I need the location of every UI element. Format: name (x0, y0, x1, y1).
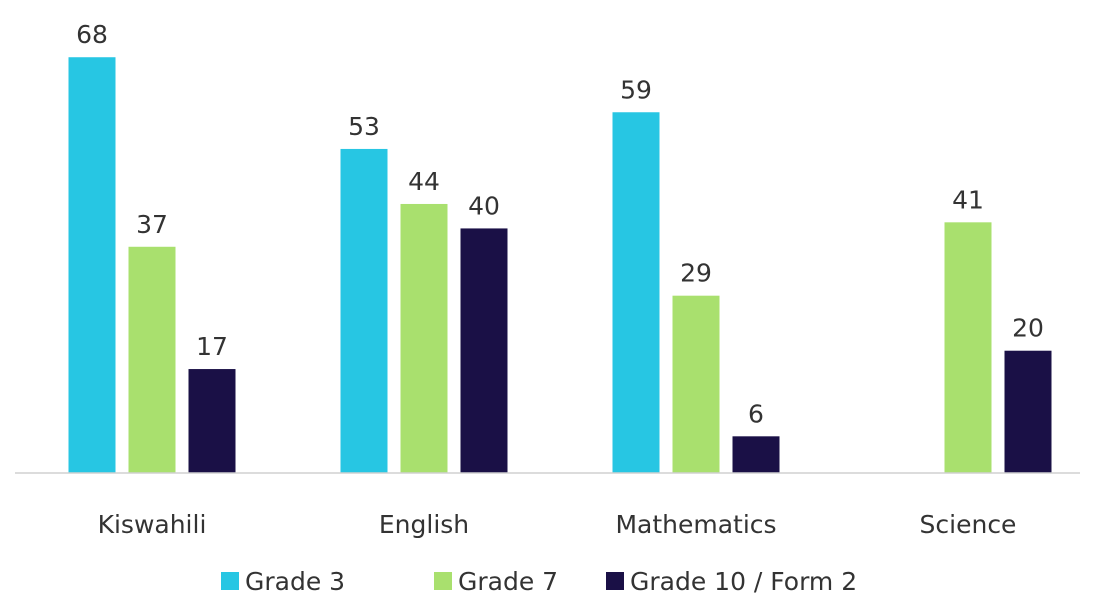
value-label: 59 (620, 75, 652, 104)
x-tick-label: Science (920, 510, 1017, 539)
legend-label: Grade 3 (245, 567, 345, 596)
legend-label: Grade 10 / Form 2 (630, 567, 857, 596)
value-label: 68 (76, 20, 108, 49)
x-tick-label: Mathematics (615, 510, 776, 539)
value-label: 17 (196, 332, 228, 361)
x-tick-label: Kiswahili (98, 510, 207, 539)
bar (944, 222, 992, 473)
bar (188, 369, 236, 473)
bar (68, 57, 116, 473)
bar (1004, 350, 1052, 473)
value-label: 20 (1012, 314, 1044, 343)
legend-swatch (434, 572, 452, 590)
bar (340, 148, 388, 473)
bar (612, 112, 660, 473)
legend-swatch (221, 572, 239, 590)
bar (128, 246, 176, 473)
legend-label: Grade 7 (458, 567, 558, 596)
value-label: 37 (136, 210, 168, 239)
bar (400, 203, 448, 473)
value-label: 40 (468, 191, 500, 220)
legend-swatch (606, 572, 624, 590)
x-tick-label: English (379, 510, 469, 539)
bar (672, 295, 720, 473)
bar (732, 436, 780, 473)
value-label: 6 (748, 399, 764, 428)
value-label: 29 (680, 259, 712, 288)
value-label: 41 (952, 185, 984, 214)
value-label: 53 (348, 112, 380, 141)
value-label: 44 (408, 167, 440, 196)
bar (460, 228, 508, 473)
